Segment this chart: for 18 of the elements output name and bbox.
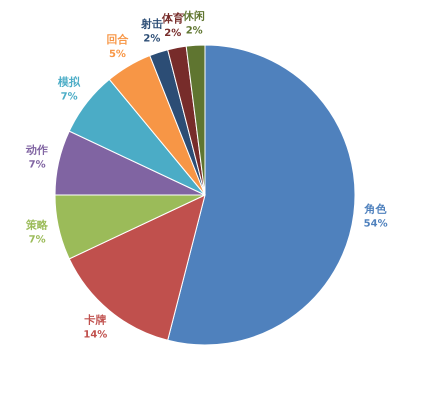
data-label: 2% xyxy=(143,33,160,44)
data-label: 7% xyxy=(28,234,46,246)
slice-label: 射击 xyxy=(140,17,163,30)
slice-label: 角色 xyxy=(364,202,388,216)
data-label: 14% xyxy=(83,330,108,341)
slice-label: 回合 xyxy=(106,32,130,46)
data-label: 5% xyxy=(108,48,126,60)
data-label: 54% xyxy=(364,218,388,230)
slice-label: 休闲 xyxy=(182,9,206,22)
slice-label: 动作 xyxy=(25,143,48,156)
slice-label: 模拟 xyxy=(57,76,82,89)
data-label: 7% xyxy=(28,159,46,170)
data-label: 2% xyxy=(186,25,203,36)
slice-label: 卡牌 xyxy=(83,314,106,327)
data-label: 2% xyxy=(164,28,182,40)
data-label: 7% xyxy=(60,92,78,103)
slice-label: 体育 xyxy=(160,12,184,26)
slice-label: 策略 xyxy=(25,218,50,232)
